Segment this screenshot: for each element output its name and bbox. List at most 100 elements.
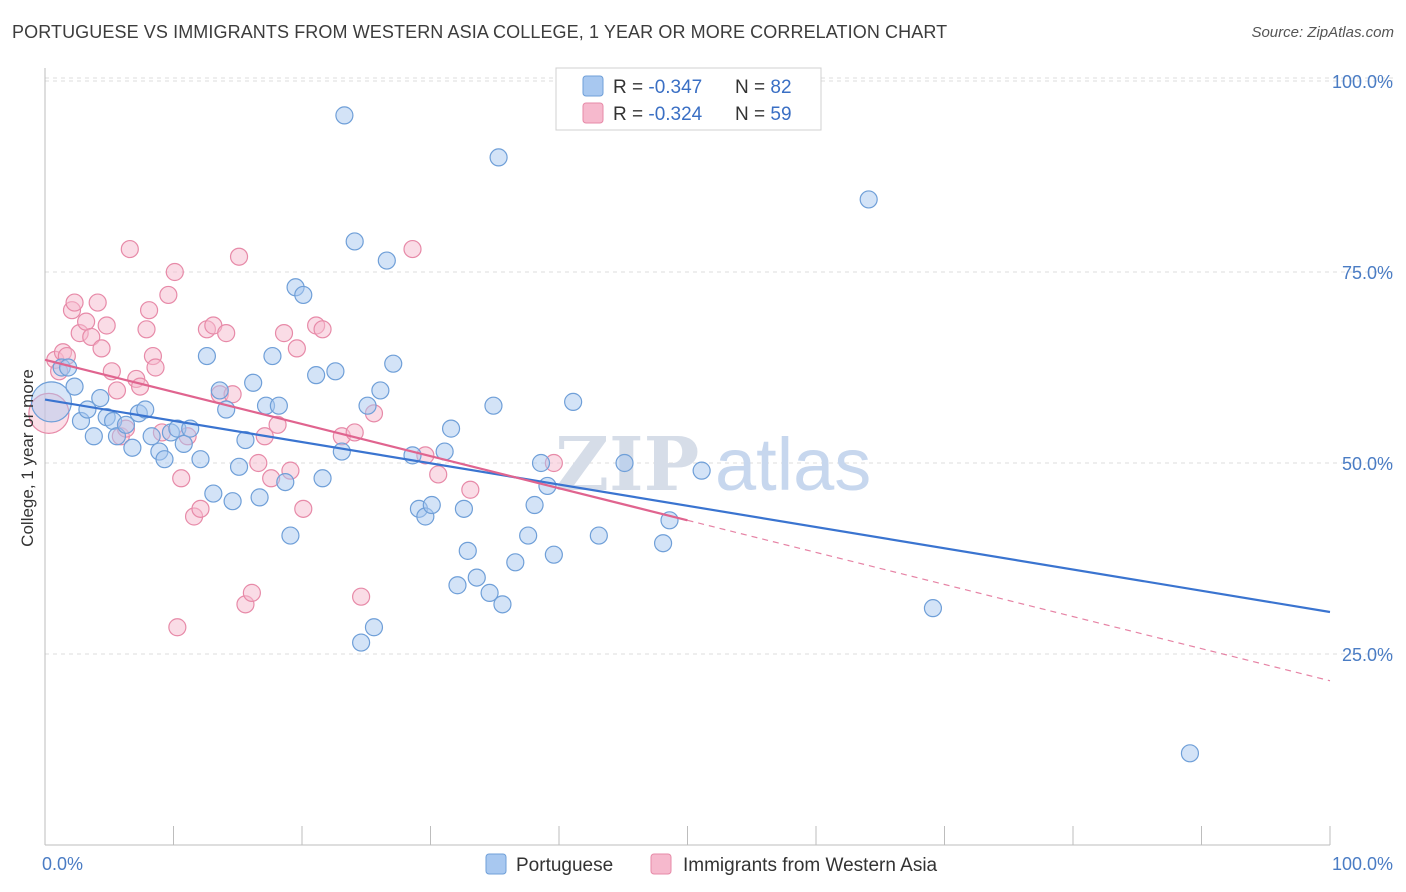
point-portuguese bbox=[236, 430, 255, 450]
point-portuguese bbox=[155, 450, 174, 469]
point-portuguese bbox=[191, 450, 210, 469]
point-portuguese bbox=[458, 541, 477, 560]
point-western-asia bbox=[274, 324, 294, 343]
axis-layer bbox=[44, 68, 1331, 846]
point-portuguese bbox=[692, 461, 711, 480]
trend-line-portuguese bbox=[44, 398, 1331, 614]
point-portuguese bbox=[142, 427, 161, 446]
point-portuguese bbox=[313, 469, 332, 488]
point-portuguese bbox=[923, 599, 943, 618]
point-western-asia bbox=[65, 293, 84, 312]
point-portuguese bbox=[564, 392, 583, 411]
y-tick-label: 75.0% bbox=[1342, 263, 1393, 283]
x-tick-label: 0.0% bbox=[42, 854, 83, 874]
point-western-asia bbox=[429, 465, 448, 484]
point-western-asia bbox=[77, 312, 96, 331]
bottom-legend-swatch-western-asia bbox=[650, 853, 672, 875]
point-western-asia bbox=[352, 587, 371, 606]
point-portuguese bbox=[223, 492, 242, 511]
point-western-asia bbox=[130, 377, 150, 396]
legend-n-label: N = bbox=[735, 77, 770, 98]
point-portuguese bbox=[859, 190, 878, 209]
x-tick-label: 100.0% bbox=[1332, 854, 1393, 874]
point-portuguese bbox=[493, 595, 512, 614]
point-portuguese bbox=[345, 232, 364, 251]
legend-swatch-portuguese bbox=[582, 75, 604, 97]
point-portuguese bbox=[204, 484, 223, 503]
point-western-asia bbox=[137, 320, 156, 339]
point-portuguese bbox=[136, 400, 155, 419]
point-portuguese bbox=[250, 488, 269, 507]
point-western-asia bbox=[287, 339, 306, 358]
point-portuguese bbox=[506, 553, 525, 572]
point-western-asia bbox=[146, 358, 165, 377]
point-portuguese bbox=[276, 473, 295, 492]
point-western-asia bbox=[92, 339, 111, 358]
point-portuguese bbox=[1180, 744, 1200, 763]
point-western-asia bbox=[191, 499, 210, 518]
point-portuguese bbox=[489, 148, 508, 167]
trend-line-western-asia bbox=[44, 358, 688, 522]
point-western-asia bbox=[28, 392, 70, 434]
legend-n-portuguese: N = 82 bbox=[735, 77, 792, 98]
point-portuguese bbox=[352, 633, 371, 652]
point-western-asia bbox=[268, 415, 287, 434]
point-portuguese bbox=[484, 396, 503, 415]
point-western-asia bbox=[159, 285, 178, 305]
point-portuguese bbox=[467, 568, 486, 587]
point-western-asia bbox=[107, 381, 127, 400]
point-portuguese bbox=[615, 453, 634, 473]
legend-r-label: R = bbox=[613, 104, 648, 125]
legend-n-label: N = bbox=[735, 104, 770, 125]
point-portuguese bbox=[84, 427, 103, 446]
legend-r-label: R = bbox=[613, 77, 648, 98]
bottom-legend-label-portuguese: Portuguese bbox=[516, 855, 613, 876]
point-western-asia bbox=[82, 327, 101, 347]
point-western-asia bbox=[242, 583, 261, 602]
legend-row-portuguese: R = -0.347 bbox=[613, 77, 702, 98]
point-western-asia bbox=[172, 469, 191, 488]
point-portuguese bbox=[65, 377, 84, 396]
point-portuguese bbox=[123, 438, 142, 457]
point-portuguese bbox=[244, 373, 263, 392]
point-portuguese bbox=[371, 381, 390, 400]
point-portuguese bbox=[174, 434, 193, 453]
point-portuguese bbox=[377, 251, 396, 270]
bottom-legend-swatch-portuguese bbox=[485, 853, 507, 875]
legend-swatch-western-asia bbox=[582, 102, 604, 124]
point-portuguese bbox=[519, 526, 538, 545]
legend-n-value: 59 bbox=[770, 104, 791, 125]
point-portuguese bbox=[210, 381, 229, 400]
point-portuguese bbox=[441, 419, 461, 438]
point-western-asia bbox=[313, 320, 332, 339]
point-portuguese bbox=[589, 526, 608, 545]
legend-n-western-asia: N = 59 bbox=[735, 104, 792, 125]
point-portuguese bbox=[544, 545, 563, 564]
point-western-asia bbox=[229, 247, 249, 266]
y-tick-label: 50.0% bbox=[1342, 454, 1393, 474]
point-portuguese bbox=[531, 453, 551, 473]
bottom-legend-label-western-asia: Immigrants from Western Asia bbox=[683, 855, 938, 876]
point-portuguese bbox=[332, 442, 351, 461]
point-portuguese bbox=[281, 526, 300, 545]
point-portuguese bbox=[30, 381, 73, 423]
y-tick-label: 25.0% bbox=[1342, 645, 1393, 665]
point-portuguese bbox=[91, 388, 110, 408]
watermark-atlas: atlas bbox=[715, 423, 871, 506]
point-portuguese bbox=[653, 534, 673, 553]
point-portuguese bbox=[269, 396, 288, 415]
point-western-asia bbox=[217, 324, 236, 343]
point-western-asia bbox=[97, 316, 116, 335]
legend-r-value: -0.324 bbox=[648, 104, 702, 125]
point-portuguese bbox=[197, 346, 217, 366]
point-portuguese bbox=[422, 495, 441, 515]
chart-title: PORTUGUESE VS IMMIGRANTS FROM WESTERN AS… bbox=[12, 22, 948, 42]
trend-layer bbox=[44, 358, 1331, 682]
point-portuguese bbox=[335, 106, 354, 125]
point-western-asia bbox=[168, 618, 187, 637]
legend-n-value: 82 bbox=[770, 77, 791, 98]
point-portuguese bbox=[116, 415, 136, 434]
point-western-asia bbox=[461, 480, 480, 499]
source-label: Source: ZipAtlas.com bbox=[1251, 24, 1394, 41]
point-western-asia bbox=[139, 301, 159, 320]
